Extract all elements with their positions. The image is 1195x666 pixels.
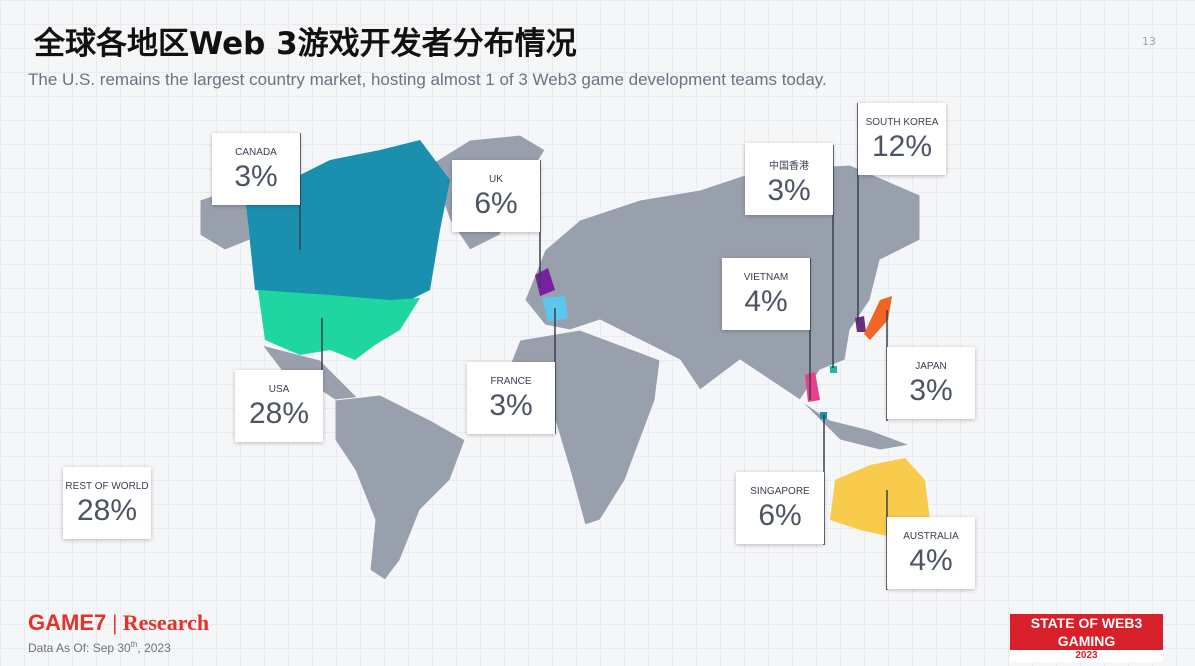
date-prefix: Data As Of: Sep 30 bbox=[28, 641, 131, 655]
callout-box: SINGAPORE 6% bbox=[736, 472, 824, 544]
date-suffix: , 2023 bbox=[137, 641, 171, 655]
region-share: 3% bbox=[234, 160, 278, 193]
region-name: FRANCE bbox=[490, 376, 532, 387]
korea bbox=[855, 316, 866, 332]
callout-box: CANADA 3% bbox=[212, 133, 300, 205]
region-name: CANADA bbox=[235, 147, 277, 158]
region-name: AUSTRALIA bbox=[903, 531, 959, 542]
callout-box: 中国香港 3% bbox=[745, 143, 833, 215]
southeast-asia bbox=[799, 399, 912, 451]
callout-box: SOUTH KOREA 12% bbox=[858, 103, 946, 175]
region-share: 12% bbox=[871, 130, 933, 163]
data-date: Data As Of: Sep 30th, 2023 bbox=[28, 640, 171, 655]
callout-box: UK 6% bbox=[452, 160, 540, 232]
badge-year: 2023 bbox=[1010, 650, 1163, 662]
vietnam bbox=[805, 372, 820, 402]
region-name: JAPAN bbox=[915, 361, 947, 372]
region-name: REST OF WORLD bbox=[65, 481, 149, 492]
date-sup: th bbox=[130, 640, 138, 649]
region-share: 28% bbox=[76, 494, 138, 527]
region-name: VIETNAM bbox=[743, 272, 789, 283]
region-share: 6% bbox=[474, 187, 518, 220]
south-america bbox=[334, 394, 466, 581]
callout-box: VIETNAM 4% bbox=[722, 258, 810, 330]
callout-box: USA 28% bbox=[235, 370, 323, 442]
region-share: 3% bbox=[767, 174, 811, 207]
region-name: 中国香港 bbox=[769, 161, 809, 172]
brand-suffix: | Research bbox=[112, 610, 210, 635]
usa bbox=[258, 290, 420, 360]
title: 全球各地区Web 3游戏开发者分布情况 bbox=[34, 26, 577, 62]
region-share: 3% bbox=[489, 389, 533, 422]
region-share: 4% bbox=[744, 285, 788, 318]
brand-logo: GAME7 | Research bbox=[28, 610, 209, 636]
page-number: 13 bbox=[1142, 35, 1156, 48]
subtitle: The U.S. remains the largest country mar… bbox=[28, 70, 827, 89]
callout-box: AUSTRALIA 4% bbox=[887, 517, 975, 589]
region-share: 3% bbox=[909, 374, 953, 407]
badge: STATE OF WEB3 GAMING 2023 bbox=[1010, 614, 1163, 662]
region-name: SINGAPORE bbox=[750, 486, 810, 497]
region-name: USA bbox=[268, 384, 290, 395]
region-name: SOUTH KOREA bbox=[865, 117, 939, 128]
region-share: 6% bbox=[758, 499, 802, 532]
region-name: UK bbox=[489, 174, 503, 185]
callout-box: REST OF WORLD 28% bbox=[63, 467, 151, 539]
badge-text: STATE OF WEB3 GAMING bbox=[1030, 615, 1143, 649]
japan bbox=[864, 296, 892, 340]
region-share: 28% bbox=[248, 397, 310, 430]
brand: GAME7 bbox=[28, 610, 107, 635]
callout-box: FRANCE 3% bbox=[467, 362, 555, 434]
hong-kong bbox=[830, 366, 837, 373]
callout-box: JAPAN 3% bbox=[887, 347, 975, 419]
region-share: 4% bbox=[909, 544, 953, 577]
